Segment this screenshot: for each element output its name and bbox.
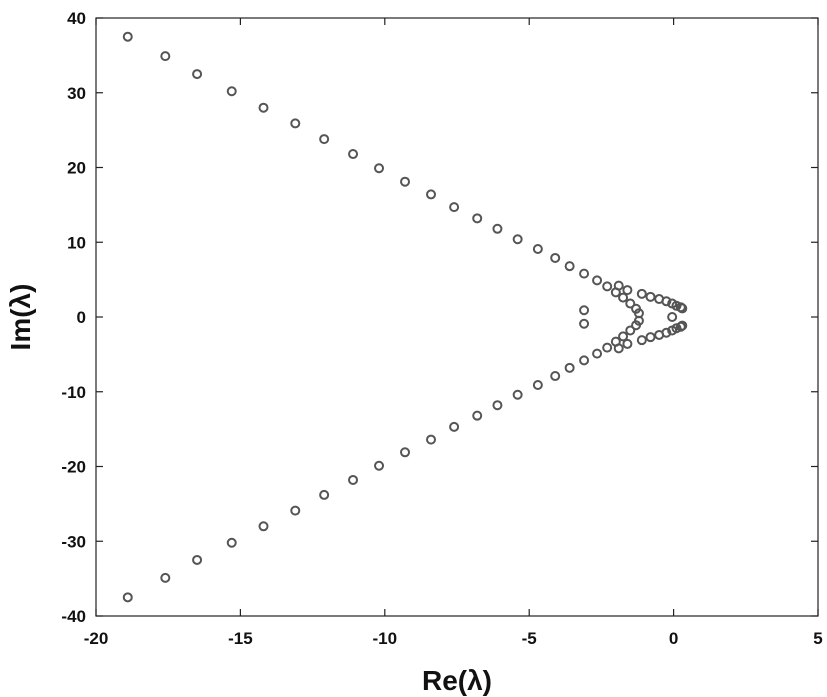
data-point (512, 389, 523, 400)
x-tick-label: -15 (228, 629, 253, 648)
data-point (532, 243, 543, 254)
data-point (618, 331, 629, 342)
data-point (636, 288, 647, 299)
data-point (613, 280, 624, 291)
data-point (426, 434, 437, 445)
data-point (512, 234, 523, 245)
data-point (579, 305, 590, 316)
data-point (622, 285, 633, 296)
data-point (492, 223, 503, 234)
data-point (602, 281, 613, 292)
data-point (592, 348, 603, 359)
data-point (290, 505, 301, 516)
data-point (290, 118, 301, 129)
data-point (564, 362, 575, 373)
data-point (633, 315, 644, 326)
data-point (400, 176, 411, 187)
data-point (348, 474, 359, 485)
data-point (226, 537, 237, 548)
data-point (348, 149, 359, 160)
y-tick-label: 40 (67, 9, 86, 28)
data-point (661, 327, 672, 338)
data-point (661, 296, 672, 307)
data-point (592, 275, 603, 286)
x-tick-label: -20 (84, 629, 109, 648)
y-tick-label: -30 (61, 532, 86, 551)
data-point (532, 380, 543, 391)
data-point (400, 447, 411, 458)
x-axis-label: Re(λ) (422, 665, 492, 696)
data-point (319, 489, 330, 500)
data-point (579, 355, 590, 366)
data-point (449, 202, 460, 213)
data-point (160, 51, 171, 62)
data-point (258, 521, 269, 532)
data-point (192, 69, 203, 80)
data-point (374, 460, 385, 471)
data-point (122, 592, 133, 603)
axis-tick-labels: -20 -15 -10 -5 0 5 -40 -30 -20 -10 0 10 20 30 40 (61, 9, 822, 648)
y-tick-label: -20 (61, 458, 86, 477)
data-point (677, 303, 688, 314)
data-point (449, 421, 460, 432)
data-point (677, 320, 688, 331)
y-tick-label: -40 (61, 607, 86, 626)
data-point (160, 572, 171, 583)
data-point (550, 371, 561, 382)
y-tick-label: -10 (61, 383, 86, 402)
data-point (192, 554, 203, 565)
data-point (550, 252, 561, 263)
x-tick-label: -5 (522, 629, 537, 648)
data-point (625, 298, 636, 309)
data-point (319, 134, 330, 145)
x-tick-label: 0 (669, 629, 678, 648)
data-point (618, 292, 629, 303)
data-point (492, 400, 503, 411)
data-point (122, 31, 133, 42)
data-point (625, 325, 636, 336)
x-tick-label: -10 (373, 629, 398, 648)
data-point (613, 343, 624, 354)
data-point (472, 410, 483, 421)
data-point (636, 335, 647, 346)
axis-ticks (95, 17, 819, 617)
data-point (645, 332, 656, 343)
data-point (602, 342, 613, 353)
data-point (426, 189, 437, 200)
data-point (579, 268, 590, 279)
y-axis-label: Im(λ) (5, 284, 36, 351)
data-point (645, 291, 656, 302)
data-point (226, 86, 237, 97)
data-point (622, 338, 633, 349)
y-tick-label: 20 (67, 159, 86, 178)
y-tick-label: 0 (77, 308, 86, 327)
y-tick-label: 10 (67, 233, 86, 252)
y-tick-label: 30 (67, 84, 86, 103)
data-point (258, 102, 269, 113)
data-point (374, 163, 385, 174)
data-point (472, 213, 483, 224)
data-point (579, 318, 590, 329)
data-points (122, 31, 688, 603)
data-point (667, 312, 678, 322)
plot-area (95, 17, 819, 617)
data-point (564, 261, 575, 272)
x-tick-label: 5 (813, 629, 822, 648)
